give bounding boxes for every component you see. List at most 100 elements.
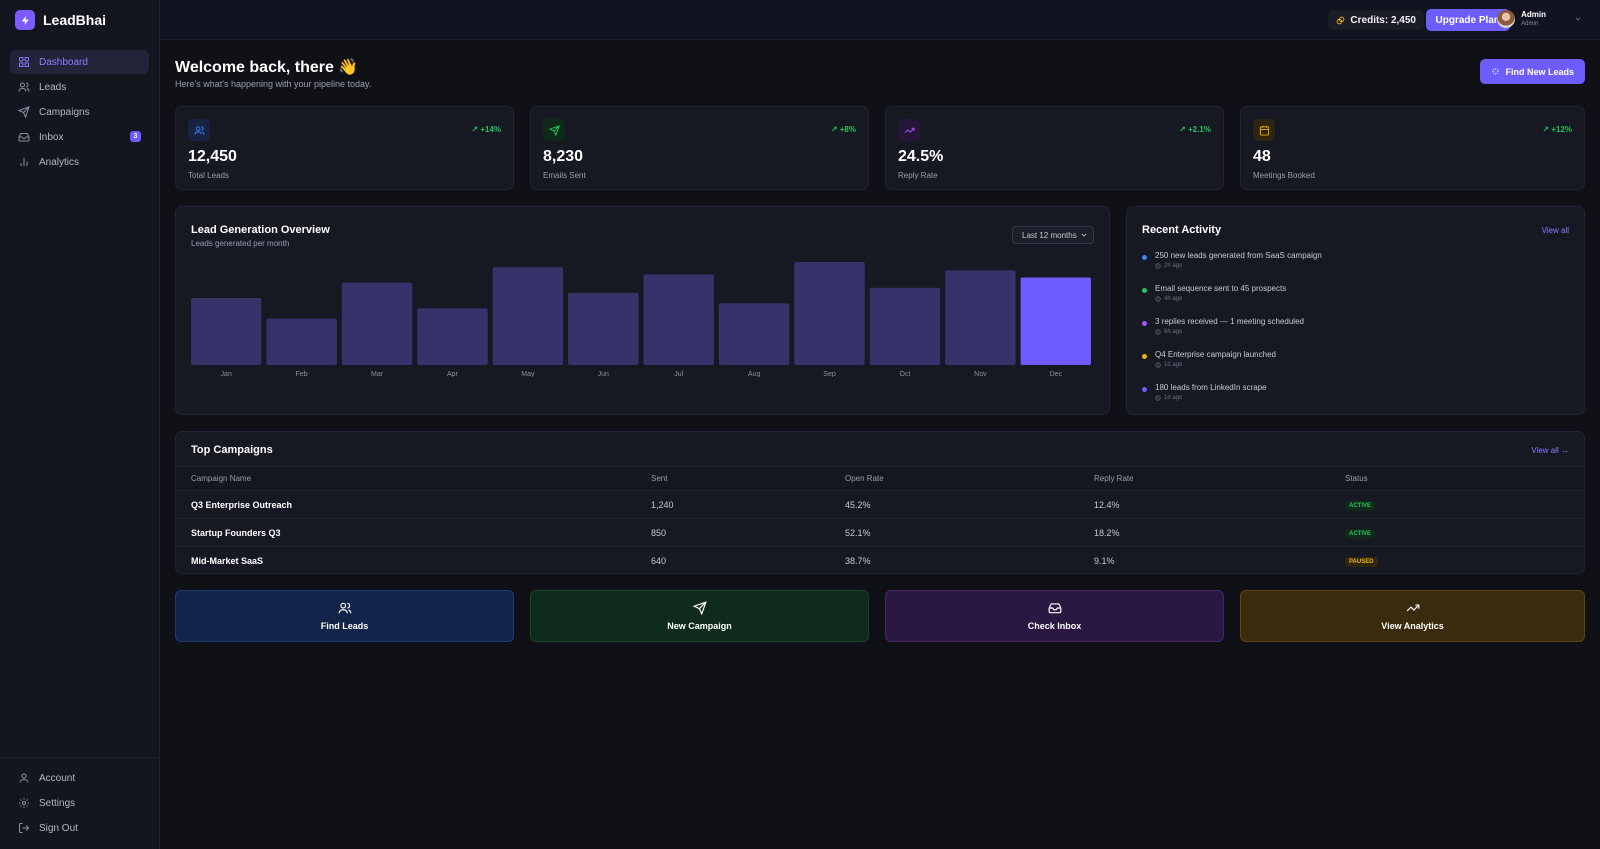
sign-out-icon <box>19 823 30 833</box>
find-leads-button[interactable]: Find Leads <box>175 590 514 642</box>
column-header: Status <box>1345 474 1368 483</box>
campaigns-table: Campaign Name Sent Open Rate Reply Rate … <box>176 466 1584 575</box>
stat-icon-box <box>543 119 565 141</box>
bar-jul[interactable] <box>643 274 714 365</box>
user-icon <box>19 773 29 783</box>
stat-delta: ↗ +12% <box>1542 125 1572 134</box>
activity-dot <box>1142 255 1147 260</box>
sidebar-item-sign-out[interactable]: Sign Out <box>10 816 150 840</box>
sidebar-item-label: Campaigns <box>39 106 90 118</box>
inbox-icon <box>1048 603 1061 614</box>
column-header: Open Rate <box>845 474 884 483</box>
activity-item: Email sequence sent to 45 prospects 4h a… <box>1142 283 1572 316</box>
bar-oct[interactable] <box>869 287 941 365</box>
calendar-icon <box>1259 125 1269 136</box>
sidebar-item-label: Sign Out <box>39 822 78 834</box>
status-badge: PAUSED <box>1345 557 1378 567</box>
status-badge: ACTIVE <box>1345 528 1376 539</box>
campaign-reply-rate: 9.1% <box>1094 556 1115 566</box>
upgrade-plan-button[interactable]: Upgrade Plan <box>1425 9 1510 31</box>
top-bar: Credits: 2,450 Upgrade Plan Admin Admin <box>160 0 1600 40</box>
bar-may[interactable] <box>492 267 564 365</box>
activity-item: Q4 Enterprise campaign launched 1d ago <box>1142 349 1572 382</box>
new-campaign-button[interactable]: New Campaign <box>530 590 869 642</box>
main-content: Welcome back, there 👋 Here's what's happ… <box>160 40 1600 849</box>
quick-action-label: View Analytics <box>1381 621 1444 631</box>
brand[interactable]: LeadBhai <box>0 0 159 40</box>
range-select-value: Last 12 months <box>1022 230 1077 240</box>
sidebar-item-label: Analytics <box>39 156 80 168</box>
check-inbox-button[interactable]: Check Inbox <box>885 590 1224 642</box>
bar-jun[interactable] <box>568 292 639 365</box>
stat-value: 24.5% <box>898 148 944 165</box>
bar-dec[interactable] <box>1020 277 1091 365</box>
sidebar-item-inbox[interactable]: Inbox 3 <box>10 125 149 149</box>
activity-text: 250 new leads generated from SaaS campai… <box>1155 251 1322 260</box>
bar-jan[interactable] <box>191 298 262 365</box>
activity-item: 250 new leads generated from SaaS campai… <box>1142 250 1572 283</box>
x-tick-label: Aug <box>748 371 761 377</box>
table-row[interactable]: Startup Founders Q3 850 52.1% 18.2% ACTI… <box>176 519 1584 547</box>
user-menu[interactable]: Admin Admin <box>1497 10 1582 28</box>
x-tick-label: Nov <box>974 371 987 377</box>
view-analytics-button[interactable]: View Analytics <box>1240 590 1585 642</box>
clock-icon <box>1155 329 1161 335</box>
send-icon <box>692 601 707 615</box>
bar-feb[interactable] <box>266 318 337 365</box>
sidebar-item-account[interactable]: Account <box>10 766 150 790</box>
stat-card-emails-sent: ↗ +8% 8,230 Emails Sent <box>530 106 869 190</box>
activity-text: Q4 Enterprise campaign launched <box>1155 350 1276 359</box>
campaign-reply-rate: 12.4% <box>1094 499 1120 510</box>
activity-dot <box>1142 354 1147 359</box>
sidebar-item-dashboard[interactable]: Dashboard <box>10 50 149 74</box>
activity-view-all-link[interactable]: View all <box>1541 226 1569 235</box>
users-icon <box>338 602 351 614</box>
status-badge: ACTIVE <box>1345 500 1376 511</box>
campaign-open-rate: 38.7% <box>845 556 871 566</box>
stat-value: 8,230 <box>543 148 584 165</box>
campaign-open-rate: 45.2% <box>845 499 871 510</box>
stat-label: Meetings Booked <box>1253 171 1315 180</box>
sidebar-item-campaigns[interactable]: Campaigns <box>10 100 149 124</box>
stat-delta: ↗ +2.1% <box>1179 125 1211 134</box>
sidebar-item-settings[interactable]: Settings <box>10 791 150 815</box>
activity-list: 250 new leads generated from SaaS campai… <box>1142 250 1572 415</box>
clock-icon <box>1155 296 1161 302</box>
stat-delta: ↗ +8% <box>830 125 856 134</box>
bar-nov[interactable] <box>945 270 1016 365</box>
sidebar-item-label: Account <box>39 772 76 784</box>
activity-dot <box>1142 387 1147 392</box>
range-select[interactable]: Last 12 months <box>1012 226 1094 244</box>
sidebar-item-leads[interactable]: Leads <box>10 75 149 99</box>
campaigns-title: Top Campaigns <box>191 444 273 456</box>
x-tick-label: Jul <box>674 371 683 377</box>
bar-apr[interactable] <box>417 308 488 365</box>
bar-mar[interactable] <box>341 282 413 365</box>
campaign-open-rate: 52.1% <box>845 527 871 538</box>
quick-action-label: New Campaign <box>667 621 732 631</box>
activity-text: 3 replies received — 1 meeting scheduled <box>1155 317 1304 326</box>
column-header: Sent <box>651 474 668 483</box>
table-row[interactable]: Mid-Market SaaS 640 38.7% 9.1% PAUSED <box>176 547 1584 575</box>
trend-up-icon <box>1406 604 1419 612</box>
stat-label: Total Leads <box>188 171 229 180</box>
campaign-name: Mid-Market SaaS <box>191 556 264 566</box>
activity-dot <box>1142 321 1147 326</box>
quick-action-label: Find Leads <box>320 621 369 631</box>
campaign-reply-rate: 18.2% <box>1094 527 1120 538</box>
sidebar-item-analytics[interactable]: Analytics <box>10 150 149 174</box>
page-subtitle: Here's what's happening with your pipeli… <box>175 79 372 89</box>
avatar <box>1497 10 1516 28</box>
brand-name: LeadBhai <box>43 12 107 28</box>
credits-badge[interactable]: Credits: 2,450 <box>1328 10 1424 30</box>
campaigns-view-all-link[interactable]: View all → <box>1531 446 1569 455</box>
bar-sep[interactable] <box>794 262 865 365</box>
table-row[interactable]: Q3 Enterprise Outreach 1,240 45.2% 12.4%… <box>176 491 1584 519</box>
inbox-count-badge: 3 <box>130 131 141 142</box>
stat-card-total-leads: ↗ +14% 12,450 Total Leads <box>175 106 514 190</box>
bar-chart: Jan Feb Mar Apr May Jun Jul Aug Sep Oct Nov Dec <box>191 262 1091 377</box>
bar-aug[interactable] <box>718 303 790 365</box>
x-tick-label: Jun <box>598 371 609 377</box>
sparkle-icon <box>1492 68 1500 75</box>
find-new-leads-button[interactable]: Find New Leads <box>1480 59 1585 84</box>
